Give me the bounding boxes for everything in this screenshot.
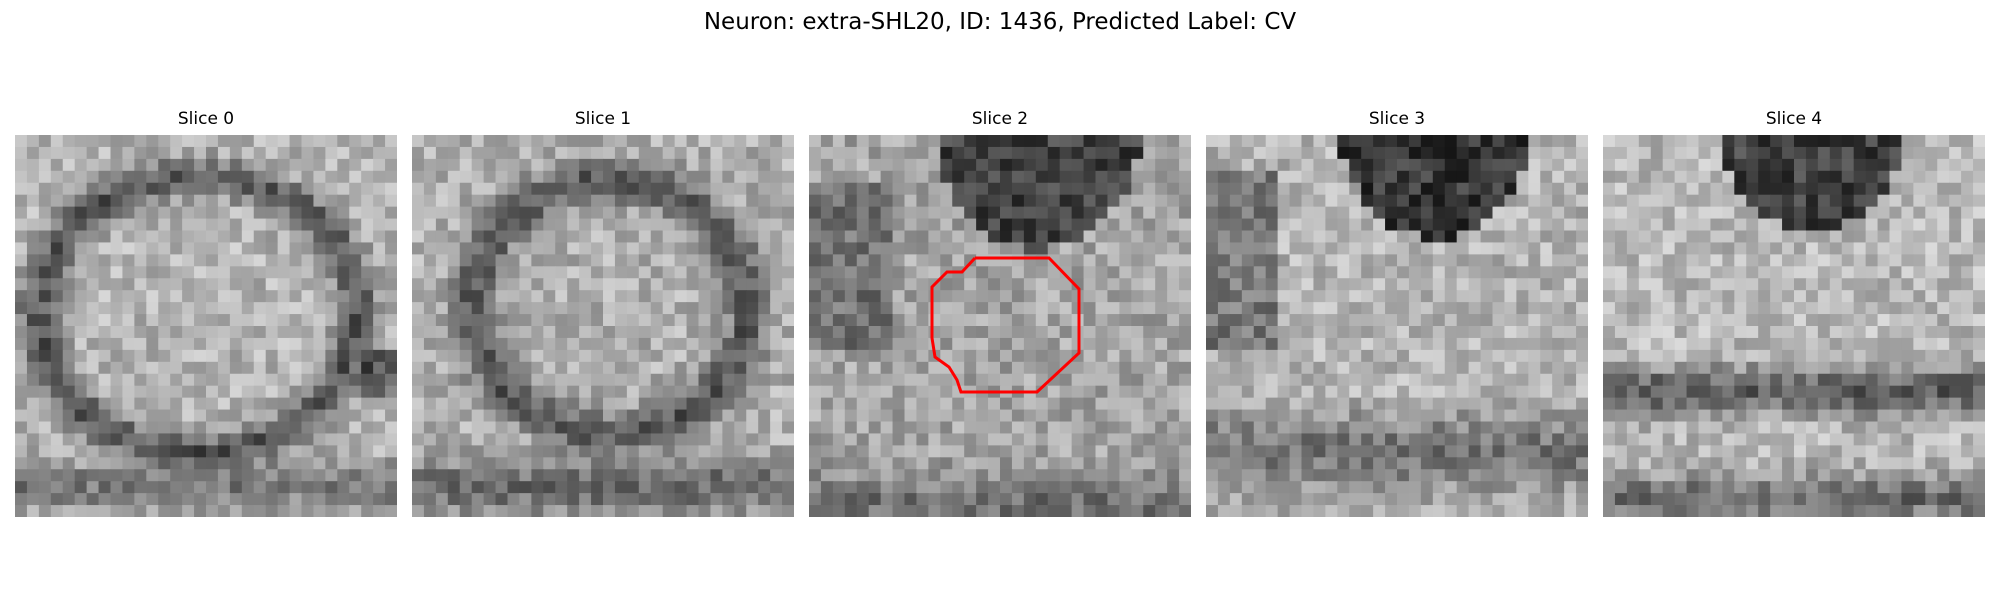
slice-panel-3: Slice 3 (1206, 108, 1588, 517)
slice-title: Slice 0 (177, 109, 235, 129)
slice-panel-1: Slice 1 (412, 108, 794, 517)
slice-title: Slice 3 (1368, 109, 1426, 129)
slice-title: Slice 4 (1765, 109, 1823, 129)
segmentation-outline (930, 256, 1081, 394)
slice-title: Slice 1 (574, 109, 632, 129)
slice-panel-2: Slice 2 (809, 108, 1191, 517)
slice-panel-4: Slice 4 (1603, 108, 1985, 517)
figure-title: Neuron: extra-SHL20, ID: 1436, Predicted… (703, 9, 1297, 35)
slice-image (1603, 135, 1985, 517)
slice-image (412, 135, 794, 517)
slice-title: Slice 2 (971, 109, 1029, 129)
slice-image (15, 135, 397, 517)
slice-panel-0: Slice 0 (15, 108, 397, 517)
slice-image (809, 135, 1191, 517)
slice-image (1206, 135, 1588, 517)
